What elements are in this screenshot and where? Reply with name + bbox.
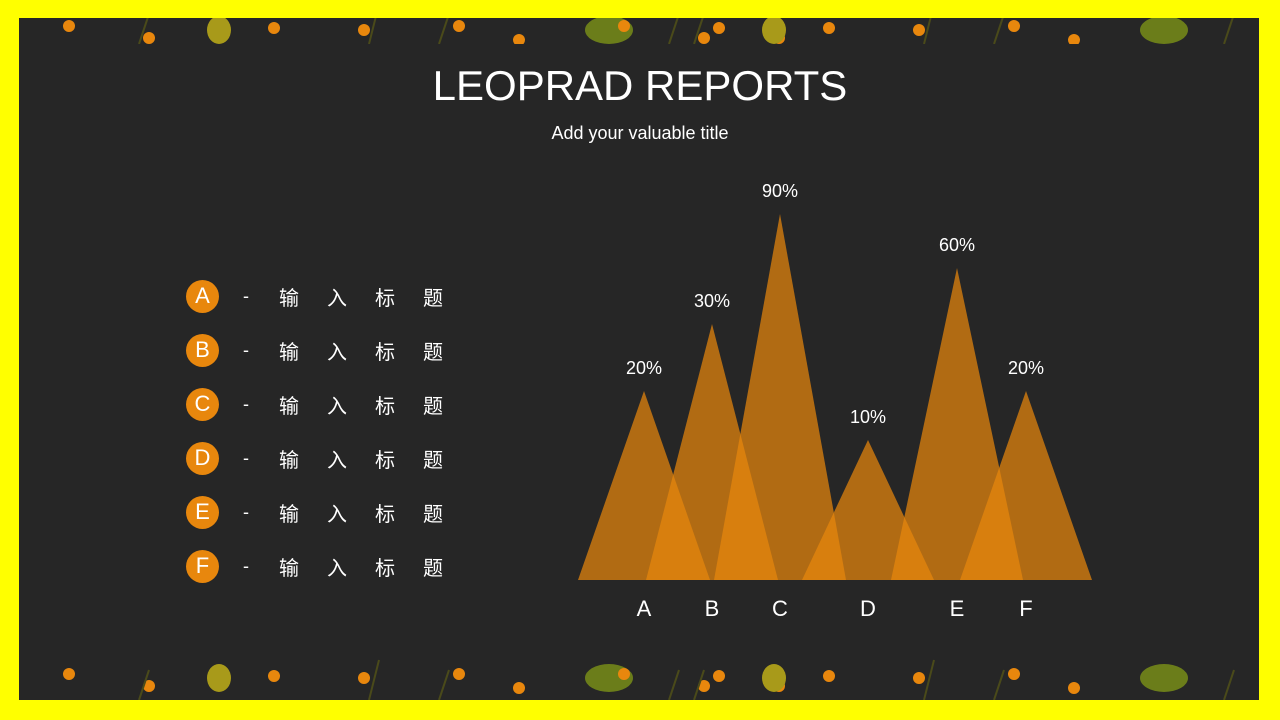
slide <box>19 18 1259 700</box>
dash: - <box>243 339 249 360</box>
flower-icon <box>63 20 75 32</box>
dash: - <box>243 501 249 522</box>
category-label: A <box>637 596 652 621</box>
letter-badge: A <box>186 279 219 313</box>
letter-badge: C <box>186 387 219 421</box>
flower-icon <box>913 672 925 684</box>
letter-badge: F <box>186 549 219 583</box>
flower-icon <box>698 32 710 44</box>
flower-icon <box>1008 668 1020 680</box>
legend-text: 输入标题 <box>279 341 471 364</box>
triangle-mark-C <box>714 214 846 580</box>
stem-icon <box>693 669 705 700</box>
legend-text: 输入标题 <box>279 395 471 418</box>
legend-item: F - 输入标题 <box>186 549 471 583</box>
flower-icon <box>143 32 155 44</box>
letter-badge: E <box>186 495 219 529</box>
dash: - <box>243 447 249 468</box>
data-label: 90% <box>762 181 798 201</box>
legend-text: 输入标题 <box>279 557 471 580</box>
floral-border-top <box>63 18 1234 44</box>
stem-icon <box>668 18 679 44</box>
data-label: 10% <box>850 407 886 427</box>
legend-item: D - 输入标题 <box>186 441 471 475</box>
flower-icon <box>513 34 525 44</box>
stem-icon <box>693 18 704 44</box>
leaf-icon <box>1140 18 1188 44</box>
legend-item: A - 输入标题 <box>186 279 471 313</box>
flower-icon <box>453 20 465 32</box>
flower-icon <box>713 22 725 34</box>
flower-icon <box>713 670 725 682</box>
data-label: 20% <box>1008 358 1044 378</box>
stem-icon <box>923 659 935 700</box>
category-label: D <box>860 596 876 621</box>
legend-item: E - 输入标题 <box>186 495 471 529</box>
legend-text: 输入标题 <box>279 449 471 472</box>
category-label: F <box>1019 596 1032 621</box>
flower-icon <box>513 682 525 694</box>
flower-icon <box>143 680 155 692</box>
stem-icon <box>438 669 450 700</box>
beetle-icon <box>207 664 231 692</box>
legend-item: C - 输入标题 <box>186 387 471 421</box>
data-label: 60% <box>939 235 975 255</box>
flower-icon <box>1068 34 1080 44</box>
letter-badge: B <box>186 333 219 367</box>
stem-icon <box>368 659 380 700</box>
dash: - <box>243 555 249 576</box>
page-subtitle: Add your valuable title <box>551 123 729 143</box>
data-label: 20% <box>626 358 662 378</box>
dash: - <box>243 393 249 414</box>
leaf-icon <box>1140 664 1188 692</box>
stem-icon <box>668 669 680 700</box>
flower-icon <box>358 24 370 36</box>
flower-icon <box>823 22 835 34</box>
stem-icon <box>993 18 1004 44</box>
page-title: LEOPRAD REPORTS <box>432 62 848 109</box>
category-label: B <box>705 596 720 621</box>
flower-icon <box>618 20 630 32</box>
dash: - <box>243 285 249 306</box>
stem-icon <box>138 669 150 700</box>
beetle-icon <box>762 18 786 44</box>
data-label: 30% <box>694 291 730 311</box>
flower-icon <box>453 668 465 680</box>
flower-icon <box>913 24 925 36</box>
stem-icon <box>368 18 377 44</box>
stem-icon <box>438 18 449 44</box>
flower-icon <box>618 668 630 680</box>
triangle-mark-F <box>960 391 1092 580</box>
flower-icon <box>268 22 280 34</box>
stem-icon <box>993 669 1005 700</box>
floral-border-bottom <box>63 659 1235 700</box>
flower-icon <box>698 680 710 692</box>
stem-icon <box>923 18 932 44</box>
legend-text: 输入标题 <box>279 503 471 526</box>
category-label: E <box>950 596 965 621</box>
beetle-icon <box>207 18 231 44</box>
stem-icon <box>138 18 149 44</box>
legend-item: B - 输入标题 <box>186 333 471 367</box>
flower-icon <box>63 668 75 680</box>
flower-icon <box>268 670 280 682</box>
beetle-icon <box>762 664 786 692</box>
letter-badge: D <box>186 441 219 475</box>
flower-icon <box>358 672 370 684</box>
flower-icon <box>823 670 835 682</box>
flower-icon <box>1068 682 1080 694</box>
legend-text: 输入标题 <box>279 287 471 310</box>
flower-icon <box>1008 20 1020 32</box>
stem-icon <box>1223 669 1235 700</box>
stem-icon <box>1223 18 1234 44</box>
category-label: C <box>772 596 788 621</box>
